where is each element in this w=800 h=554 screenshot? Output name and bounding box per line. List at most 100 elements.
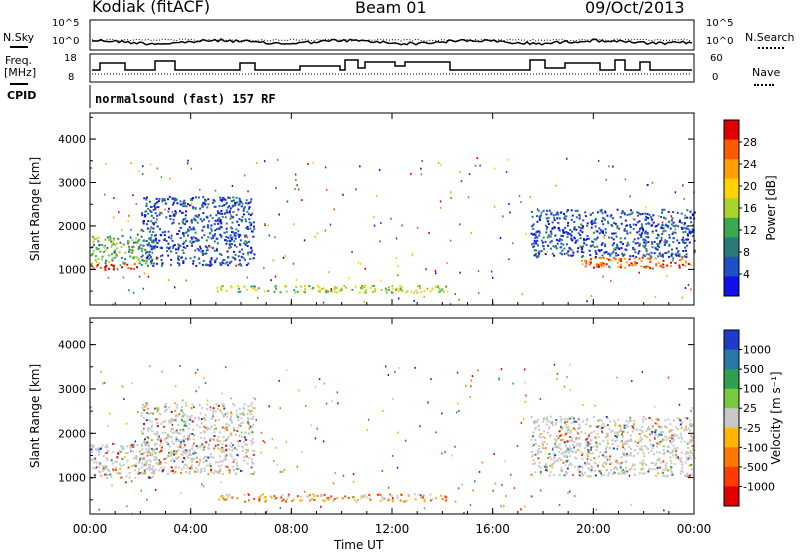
- range-cell: [642, 452, 645, 455]
- range-cell: [159, 440, 162, 443]
- range-cell: [216, 439, 219, 442]
- range-cell: [380, 222, 382, 224]
- range-cell: [570, 429, 572, 432]
- range-cell: [159, 255, 162, 258]
- range-cell: [567, 426, 570, 429]
- range-cell: [228, 243, 231, 246]
- range-cell: [233, 234, 236, 236]
- range-cell: [645, 242, 647, 245]
- range-cell: [667, 250, 670, 253]
- range-cell: [664, 217, 667, 220]
- range-cell: [651, 431, 654, 433]
- range-cell: [238, 439, 241, 442]
- range-cell: [423, 295, 425, 298]
- range-cell: [180, 406, 183, 409]
- range-cell: [651, 447, 654, 450]
- range-cell: [245, 438, 247, 441]
- range-cell: [629, 416, 631, 419]
- range-cell: [662, 227, 665, 230]
- range-cell: [257, 287, 260, 290]
- range-cell: [661, 440, 664, 443]
- range-cell: [605, 263, 608, 266]
- range-cell: [214, 469, 217, 472]
- nsky-label: N.Sky: [3, 31, 35, 44]
- frequency-trace: [92, 59, 692, 71]
- range-cell: [387, 497, 390, 500]
- range-cell: [676, 239, 679, 242]
- range-cell: [404, 439, 407, 442]
- range-cell: [152, 208, 155, 211]
- range-cell: [662, 448, 665, 451]
- range-cell: [326, 290, 329, 293]
- range-cell: [177, 423, 180, 426]
- range-cell: [660, 431, 662, 434]
- range-cell: [225, 289, 228, 292]
- range-cell: [364, 291, 367, 294]
- range-cell: [149, 200, 152, 203]
- range-cell: [167, 419, 170, 422]
- range-cell: [217, 218, 219, 221]
- range-cell: [187, 230, 190, 233]
- range-cell: [669, 423, 672, 426]
- range-cell: [444, 451, 446, 454]
- range-cell: [537, 251, 540, 254]
- range-cell: [600, 257, 603, 259]
- range-cell: [654, 405, 656, 408]
- range-cell: [93, 238, 96, 240]
- range-cell: [174, 402, 177, 405]
- range-cell: [198, 257, 201, 260]
- range-cell: [219, 220, 222, 223]
- range-cell: [633, 463, 636, 466]
- range-cell: [626, 431, 629, 434]
- range-cell: [185, 239, 187, 242]
- range-cell: [568, 445, 571, 448]
- range-cell: [536, 208, 539, 211]
- range-cell: [131, 382, 133, 385]
- range-cell: [155, 233, 157, 236]
- range-cell: [209, 264, 212, 267]
- range-cell: [678, 259, 681, 262]
- range-cell: [206, 426, 209, 429]
- range-cell: [201, 407, 204, 409]
- range-cell: [588, 468, 591, 471]
- range-cell: [236, 430, 239, 432]
- range-cell: [206, 224, 209, 227]
- range-cell: [333, 290, 336, 293]
- range-cell: [556, 445, 559, 448]
- range-cell: [150, 260, 152, 263]
- range-cell: [182, 205, 185, 208]
- range-cell: [247, 409, 250, 412]
- range-cell: [387, 499, 390, 502]
- range-cell: [237, 291, 240, 294]
- range-cell: [159, 462, 161, 465]
- range-cell: [143, 440, 145, 443]
- range-cell: [137, 472, 140, 475]
- range-cell: [602, 275, 604, 278]
- range-cell: [147, 407, 149, 410]
- range-cell: [583, 462, 586, 465]
- range-cell: [662, 255, 664, 258]
- range-cell: [546, 418, 548, 421]
- range-cell: [103, 452, 106, 455]
- range-cell: [244, 431, 247, 434]
- range-cell: [160, 449, 163, 452]
- range-cell: [579, 229, 582, 232]
- range-cell: [581, 259, 584, 262]
- range-cell: [587, 455, 589, 458]
- range-cell: [569, 436, 572, 438]
- range-cell: [552, 474, 555, 477]
- range-cell: [158, 213, 161, 216]
- range-cell: [108, 267, 111, 270]
- range-cell: [221, 447, 224, 450]
- range-cell: [677, 225, 680, 228]
- range-cell: [621, 433, 623, 436]
- range-cell: [236, 245, 238, 248]
- colorbar-tick-label: 1000: [743, 344, 771, 357]
- range-cell: [678, 403, 681, 406]
- range-cell: [119, 264, 122, 267]
- range-cell: [180, 416, 183, 419]
- range-cell: [561, 235, 564, 237]
- range-cell: [596, 446, 599, 449]
- colorbar-tick-label: 12: [743, 224, 757, 237]
